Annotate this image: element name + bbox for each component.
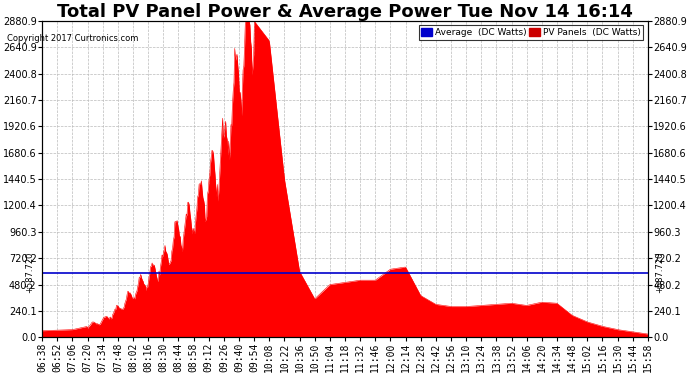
Text: +587.720: +587.720 xyxy=(656,252,664,294)
Title: Total PV Panel Power & Average Power Tue Nov 14 16:14: Total PV Panel Power & Average Power Tue… xyxy=(57,3,633,21)
Text: Copyright 2017 Curtronics.com: Copyright 2017 Curtronics.com xyxy=(7,34,138,43)
Legend: Average  (DC Watts), PV Panels  (DC Watts): Average (DC Watts), PV Panels (DC Watts) xyxy=(419,26,643,40)
Text: +587.720: +587.720 xyxy=(26,252,34,294)
